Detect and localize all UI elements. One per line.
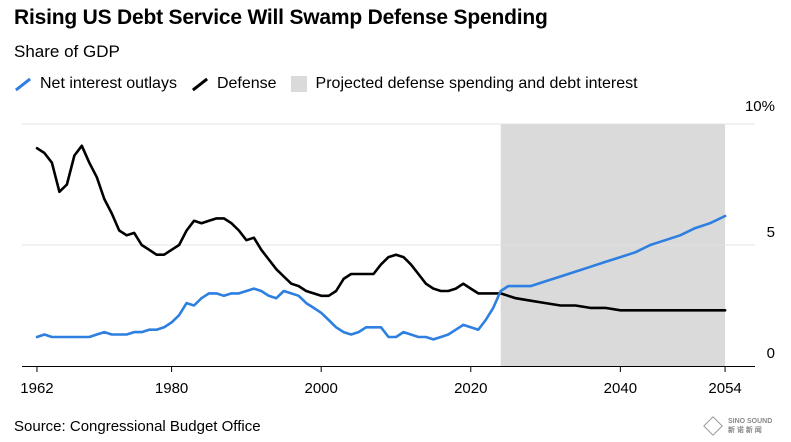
x-tick-label-1962: 1962: [20, 380, 53, 397]
y-tick-label-0: 0: [767, 345, 775, 362]
watermark: SINO SOUND 新 诺 新 闻: [703, 416, 786, 437]
series-line-defense: [35, 144, 727, 312]
series-line-net-interest: [35, 214, 727, 341]
y-tick-label-5: 5: [767, 224, 775, 241]
legend-item-defense: Defense: [191, 75, 277, 93]
watermark-sub: 新 诺 新 闻: [727, 427, 762, 434]
watermark-logo-icon: [703, 416, 723, 436]
chart-subtitle: Share of GDP: [14, 42, 120, 61]
watermark-brand: SINO SOUND: [727, 418, 773, 425]
legend-label-projection: Projected defense spending and debt inte…: [315, 75, 638, 92]
legend-label-defense: Defense: [216, 75, 277, 92]
chart-title: Rising US Debt Service Will Swamp Defens…: [14, 6, 548, 29]
x-tick-label-2054: 2054: [708, 380, 741, 397]
legend-item-projection: Projected defense spending and debt inte…: [290, 75, 638, 93]
x-tick-label-1980: 1980: [155, 380, 188, 397]
x-tick-label-2020: 2020: [454, 380, 487, 397]
y-tick-label-10: 10%: [745, 98, 775, 115]
x-tick-label-2040: 2040: [604, 380, 637, 397]
legend-item-net-interest: Net interest outlays: [14, 75, 177, 93]
x-tick-label-2000: 2000: [304, 380, 337, 397]
source-note: Source: Congressional Budget Office: [14, 418, 261, 435]
legend-swatch-projection: [290, 76, 307, 92]
legend-label-net-interest: Net interest outlays: [40, 75, 177, 92]
legend: Net interest outlays Defense Projected d…: [14, 75, 652, 93]
